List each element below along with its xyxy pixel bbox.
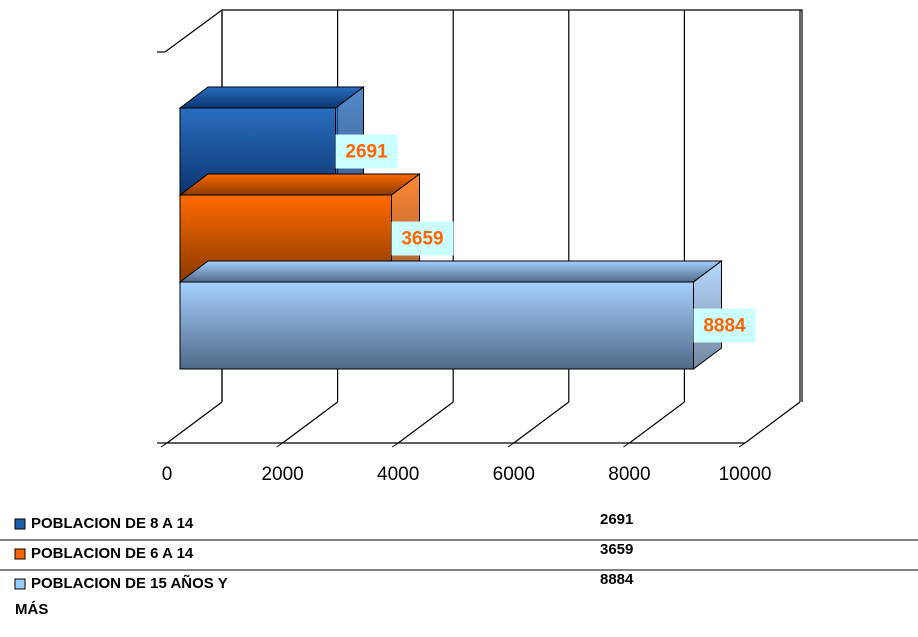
table-value: 8884 <box>600 571 634 588</box>
table-value: 3659 <box>600 541 633 558</box>
floor-line <box>282 401 338 444</box>
legend-label: POBLACION DE 6 A 14 <box>31 545 194 562</box>
floor-line <box>397 401 454 444</box>
side-edge <box>164 9 223 53</box>
legend-line: MÁS <box>15 601 48 618</box>
x-tick <box>623 442 630 448</box>
x-tick-label: 10000 <box>719 464 772 485</box>
x-tick-label: 0 <box>162 464 173 485</box>
floor-line <box>744 401 801 444</box>
legend-key <box>14 548 26 560</box>
bar-top <box>178 173 421 196</box>
legend-key <box>14 518 26 530</box>
floor-line <box>166 401 223 444</box>
x-tick <box>160 442 168 448</box>
value-label: 2691 <box>345 142 388 163</box>
legend-label: POBLACION DE 8 A 14 <box>31 515 194 532</box>
bar-top <box>178 86 366 109</box>
value-label: 8884 <box>703 316 746 337</box>
x-tick-label: 8000 <box>608 464 650 485</box>
value-label-box <box>335 134 398 169</box>
floor-line <box>629 401 685 444</box>
x-tick <box>507 442 515 448</box>
x-tick <box>276 442 283 448</box>
bar <box>179 281 694 370</box>
value-label-box <box>693 308 756 343</box>
floor-line <box>513 401 570 444</box>
x-tick-label: 6000 <box>493 464 535 485</box>
value-label: 3659 <box>401 229 443 250</box>
legend-line: POBLACION DE 15 AÑOS Y <box>31 574 228 592</box>
x-tick-label: 4000 <box>377 464 419 485</box>
bar-top <box>178 260 723 283</box>
x-tick-label: 2000 <box>261 464 303 485</box>
x-tick <box>391 442 399 448</box>
value-label-box <box>391 221 454 256</box>
table-value: 2691 <box>600 511 633 528</box>
legend-key <box>14 578 26 590</box>
x-tick <box>738 442 746 448</box>
legend-label: POBLACION DE 15 AÑOS Y MÁS <box>15 574 228 618</box>
